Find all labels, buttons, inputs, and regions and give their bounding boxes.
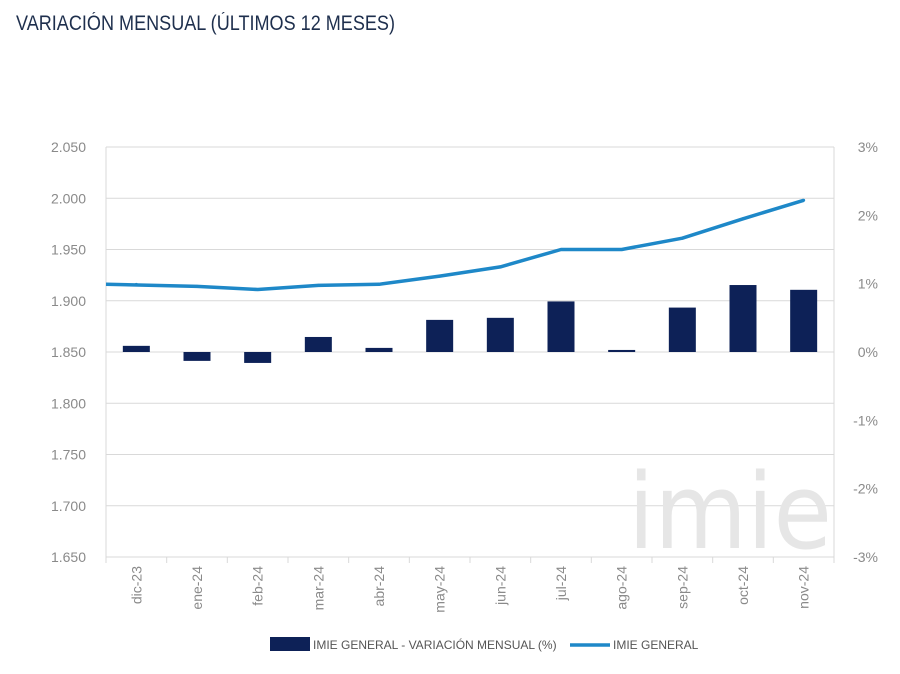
x-tick-label: may-24	[432, 566, 448, 613]
legend-line-label: IMIE GENERAL	[613, 638, 699, 652]
left-tick-label: 1.950	[51, 242, 86, 258]
right-tick-label: -3%	[853, 549, 878, 565]
right-tick-label: 1%	[858, 276, 878, 292]
left-tick-label: 1.700	[51, 498, 86, 514]
legend-bar-swatch	[270, 637, 310, 651]
bar	[365, 347, 393, 352]
left-tick-label: 1.750	[51, 447, 86, 463]
bar	[304, 336, 332, 352]
bar-series	[122, 285, 818, 363]
chart-title: VARIACIÓN MENSUAL (ÚLTIMOS 12 MESES)	[16, 12, 396, 35]
bar	[244, 352, 272, 363]
x-tick-label: nov-24	[796, 566, 812, 609]
line-point	[559, 248, 563, 251]
left-axis: 1.650 1.700 1.750 1.800 1.850 1.900 1.950 2.000…	[51, 139, 86, 565]
x-tick-label: feb-24	[250, 566, 266, 606]
line-point	[498, 265, 502, 269]
right-tick-label: -2%	[853, 481, 878, 497]
bar	[608, 349, 636, 352]
bar	[790, 289, 818, 352]
line-point	[134, 282, 138, 286]
right-tick-label: 3%	[858, 139, 878, 155]
x-tick-label: ene-24	[189, 566, 205, 610]
bar	[668, 307, 696, 352]
x-tick-label: dic-23	[128, 566, 144, 604]
line-point	[195, 284, 199, 288]
left-tick-label: 1.800	[51, 395, 86, 411]
bar	[122, 345, 150, 352]
right-tick-label: 2%	[858, 207, 878, 223]
left-tick-label: 1.850	[51, 344, 86, 360]
bar	[426, 319, 454, 352]
bar	[547, 301, 575, 352]
left-tick-label: 2.000	[51, 190, 86, 206]
legend-bar-label: IMIE GENERAL - VARIACIÓN MENSUAL (%)	[313, 637, 557, 652]
x-tick-label: ago-24	[614, 566, 630, 610]
bar	[183, 352, 211, 361]
line-point	[741, 217, 745, 221]
left-tick-label: 1.650	[51, 549, 86, 565]
line-point	[377, 282, 381, 286]
right-tick-label: -1%	[853, 412, 878, 428]
x-axis: dic-23 ene-24 feb-24 mar-24 abr-24 may-24 jun-…	[128, 566, 811, 613]
x-tick-label: jun-24	[492, 566, 508, 606]
right-axis: -3% -2% -1% 0% 1% 2% 3%	[853, 139, 878, 565]
grid-lines	[105, 146, 835, 563]
legend: IMIE GENERAL - VARIACIÓN MENSUAL (%) IMIE…	[270, 637, 699, 652]
x-tick-label: mar-24	[310, 566, 326, 611]
bar	[486, 317, 514, 352]
line-point	[438, 274, 442, 278]
x-tick-label: oct-24	[735, 566, 751, 605]
x-tick-label: sep-24	[674, 566, 690, 609]
x-tick-label: jul-24	[553, 566, 569, 601]
line-point	[620, 248, 624, 251]
line-point	[680, 236, 684, 240]
right-tick-label: 0%	[858, 344, 878, 360]
x-tick-label: abr-24	[371, 566, 387, 607]
line-point	[316, 283, 320, 287]
left-tick-label: 2.050	[51, 139, 86, 155]
watermark-logo: imie	[628, 451, 832, 573]
line-point	[256, 287, 260, 291]
bar	[729, 285, 757, 352]
line-series	[105, 198, 806, 292]
line-point	[802, 198, 806, 202]
series-line	[105, 198, 805, 292]
left-tick-label: 1.900	[51, 293, 86, 309]
